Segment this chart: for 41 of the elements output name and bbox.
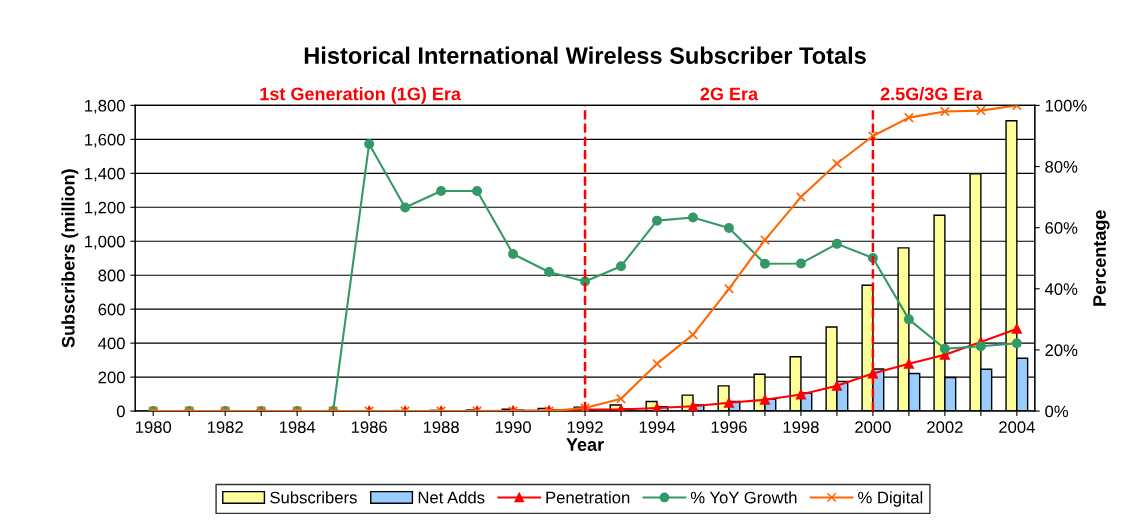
x-tick-label: 1996 [711,421,747,434]
legend-label: Net Adds [418,491,485,504]
x-tick-label: 1994 [639,421,676,434]
y2-tick-label: 80% [1045,160,1078,173]
y-tick-label: 1,600 [85,133,125,148]
legend-label: % YoY Growth [690,491,797,504]
x-axis-title: Year [566,438,604,451]
y-tick-label: 200 [98,371,125,384]
x-tick-label: 2002 [927,421,963,434]
legend-label: % Digital [858,491,923,507]
y-tick-label: 1,400 [85,167,125,182]
legend-label: Penetration [546,491,630,504]
legend-label: Subscribers [270,491,357,504]
y-tick-label: 1,000 [85,235,125,250]
text: 2G Era [700,87,759,101]
x-tick-label: 2004 [999,421,1035,434]
chart-title: Historical International Wireless Subscriber Totals [304,46,866,64]
x-tick-label: 1986 [351,421,387,434]
x-tick-label: 1980 [135,421,172,434]
x-tick-label: 1982 [207,421,243,434]
y-tick-label: 400 [98,337,125,350]
x-tick-label: 1998 [783,421,819,434]
y2-axis-title: Percentage [1093,210,1110,306]
y-tick-label: 1,800 [85,99,125,114]
y-tick-label: 0 [116,405,125,418]
x-tick-label: 1984 [279,421,316,434]
y2-tick-label: 100% [1045,99,1087,112]
text: 2.5G/3G Era [880,87,983,101]
y-tick-label: 800 [98,269,125,282]
x-tick-label: 1992 [567,421,603,434]
y2-tick-label: 40% [1044,283,1078,295]
y-tick-label: 600 [98,303,125,316]
y2-tick-label: 0% [1045,405,1069,418]
x-tick-label: 1988 [423,421,459,434]
y2-tick-label: 60% [1045,222,1078,234]
y2-tick-label: 20% [1045,344,1078,357]
text: 1st Generation (1G) Era [260,87,462,104]
x-tick-label: 1990 [495,421,531,434]
y-axis-title: Subscribers (million) [61,169,79,348]
y-tick-label: 1,200 [85,201,125,216]
x-tick-label: 2000 [855,421,891,434]
